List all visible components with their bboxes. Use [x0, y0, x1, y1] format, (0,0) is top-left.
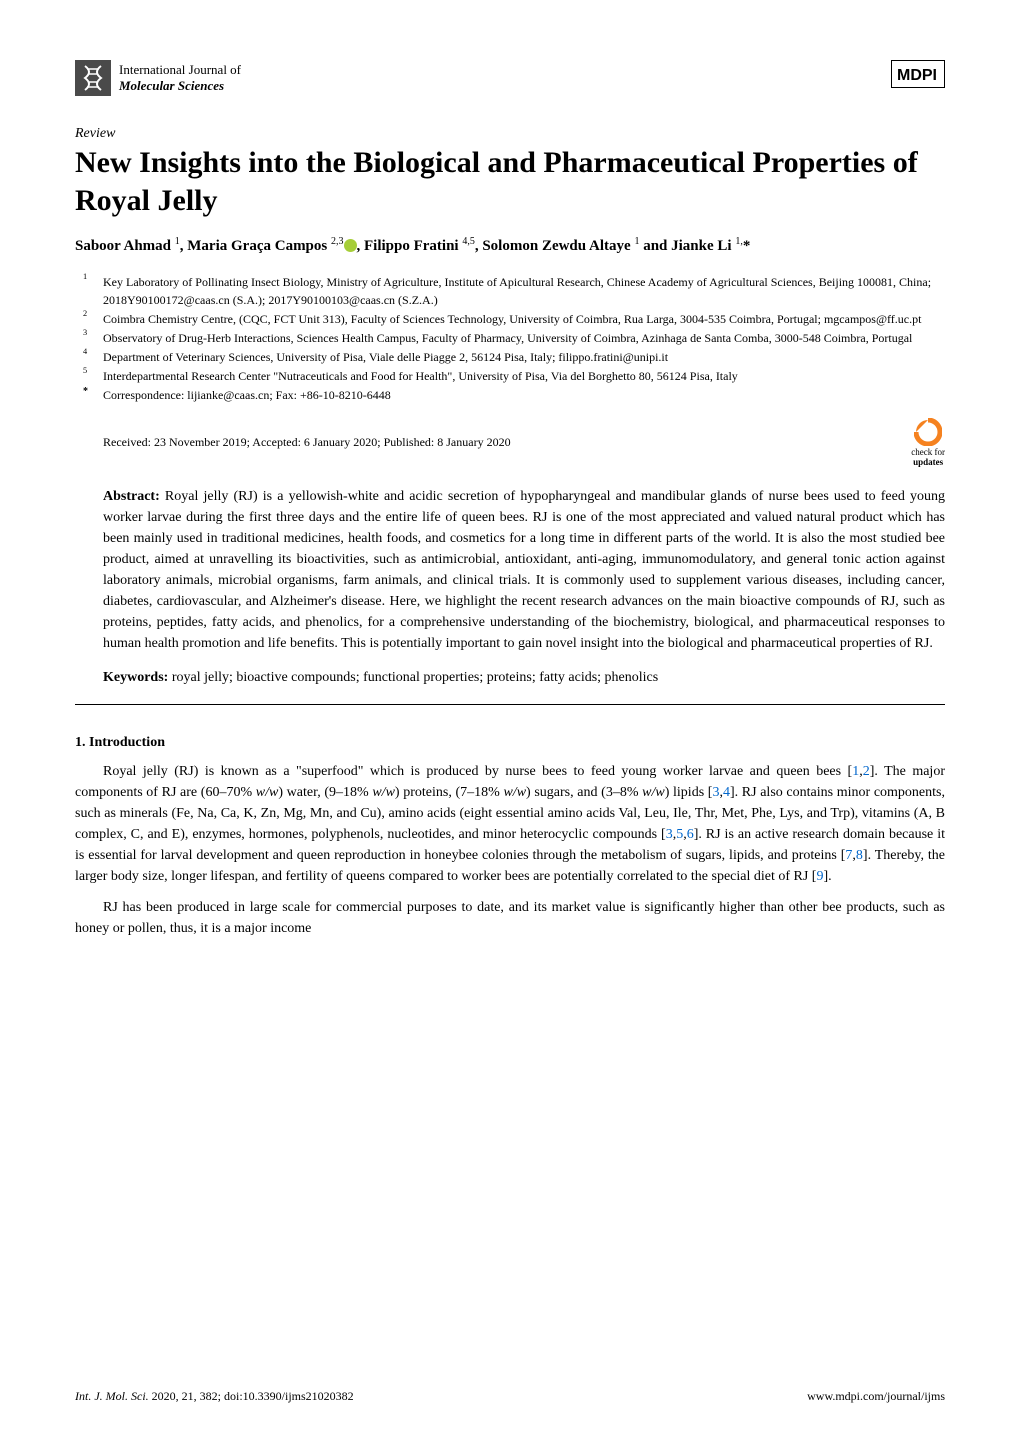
separator [75, 704, 945, 705]
footer-citation: 2020, 21, 382; doi:10.3390/ijms21020382 [149, 1389, 354, 1403]
svg-text:MDPI: MDPI [897, 67, 937, 84]
footer-url: www.mdpi.com/journal/ijms [807, 1389, 945, 1404]
keywords: Keywords: royal jelly; bioactive compoun… [75, 670, 945, 686]
affiliation-row: *Correspondence: lijianke@caas.cn; Fax: … [103, 386, 945, 404]
affiliation-row: 2Coimbra Chemistry Centre, (CQC, FCT Uni… [103, 310, 945, 328]
citation-link[interactable]: 8 [856, 848, 863, 863]
abstract-text: Royal jelly (RJ) is a yellowish-white an… [103, 489, 945, 651]
publisher-logo: MDPI [891, 60, 945, 93]
citation-link[interactable]: 6 [687, 827, 694, 842]
check-updates-badge[interactable]: check for updates [911, 418, 945, 468]
author-4: Solomon Zewdu Altaye [482, 238, 630, 254]
publication-dates: Received: 23 November 2019; Accepted: 6 … [103, 435, 511, 450]
journal-name-line2: Molecular Sciences [119, 78, 241, 94]
journal-logo: International Journal of Molecular Scien… [75, 60, 241, 96]
citation-link[interactable]: 3 [666, 827, 673, 842]
abstract: Abstract: Royal jelly (RJ) is a yellowis… [75, 486, 945, 654]
author-2: Maria Graça Campos [187, 238, 327, 254]
author-5: Jianke Li [671, 238, 731, 254]
affiliation-row: 1Key Laboratory of Pollinating Insect Bi… [103, 273, 945, 309]
citation-link[interactable]: 2 [863, 764, 870, 779]
page-header: International Journal of Molecular Scien… [75, 60, 945, 96]
citation-link[interactable]: 4 [723, 785, 730, 800]
orcid-icon [344, 239, 357, 252]
page-footer: Int. J. Mol. Sci. 2020, 21, 382; doi:10.… [75, 1389, 945, 1404]
keywords-text: royal jelly; bioactive compounds; functi… [168, 670, 658, 685]
body-paragraph: RJ has been produced in large scale for … [75, 897, 945, 939]
affiliation-row: 4Department of Veterinary Sciences, Univ… [103, 348, 945, 366]
affiliation-row: 5Interdepartmental Research Center "Nutr… [103, 367, 945, 385]
body-paragraph: Royal jelly (RJ) is known as a "superfoo… [75, 761, 945, 887]
article-title: New Insights into the Biological and Pha… [75, 144, 945, 219]
abstract-label: Abstract: [103, 489, 160, 504]
author-list: Saboor Ahmad 1, Maria Graça Campos 2,3, … [75, 235, 945, 257]
section-heading: 1. Introduction [75, 735, 945, 751]
affiliations: 1Key Laboratory of Pollinating Insect Bi… [75, 273, 945, 404]
affiliation-row: 3Observatory of Drug-Herb Interactions, … [103, 329, 945, 347]
keywords-label: Keywords: [103, 670, 168, 685]
journal-name-line1: International Journal of [119, 62, 241, 78]
author-1: Saboor Ahmad [75, 238, 171, 254]
footer-journal: Int. J. Mol. Sci. [75, 1389, 149, 1403]
author-3: Filippo Fratini [364, 238, 459, 254]
dna-icon [75, 60, 111, 96]
article-type: Review [75, 126, 945, 142]
